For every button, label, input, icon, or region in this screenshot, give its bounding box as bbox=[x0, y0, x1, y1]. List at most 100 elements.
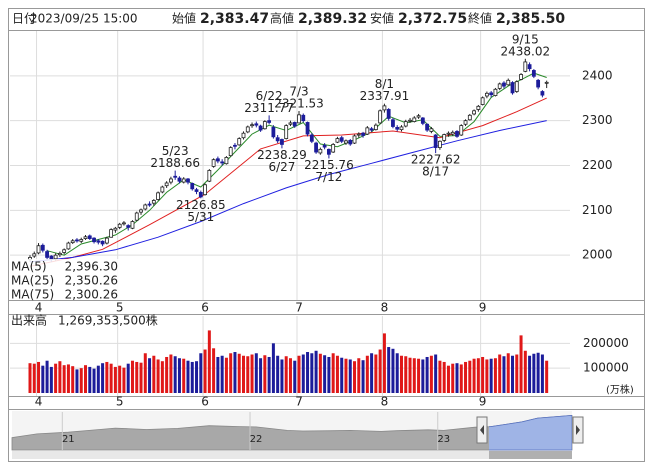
candle-body bbox=[45, 251, 49, 258]
candle-body bbox=[258, 125, 263, 131]
annotation-value: 2126.85 bbox=[176, 198, 226, 212]
volume-bar bbox=[293, 360, 297, 393]
candle-body bbox=[147, 203, 152, 206]
volume-bar bbox=[370, 353, 374, 393]
candle-body bbox=[117, 223, 122, 228]
volume-bar bbox=[182, 358, 186, 393]
candle-body bbox=[527, 64, 532, 70]
candle-body bbox=[70, 240, 75, 244]
volume-bar bbox=[506, 353, 510, 393]
candle-body bbox=[540, 91, 545, 96]
volume-bar bbox=[515, 354, 519, 393]
candle-body bbox=[245, 126, 250, 133]
candle-body bbox=[280, 139, 284, 145]
candle-body bbox=[75, 239, 79, 242]
volume-bar bbox=[28, 363, 32, 393]
handle-arrow bbox=[576, 425, 580, 435]
volume-bar bbox=[365, 355, 369, 393]
candle-body bbox=[233, 144, 237, 147]
volume-bar bbox=[318, 353, 322, 393]
volume-bar bbox=[464, 361, 468, 393]
volume-bar bbox=[297, 355, 301, 393]
volume-bar bbox=[335, 355, 339, 393]
field-label: 安値 bbox=[370, 11, 394, 26]
candle-body bbox=[450, 131, 455, 135]
volume-bar bbox=[246, 356, 250, 393]
volume-bar bbox=[306, 352, 310, 393]
volume-bar bbox=[139, 362, 143, 393]
volume-bar bbox=[502, 356, 506, 393]
volume-bar bbox=[442, 361, 446, 393]
y-tick-label: 200000 bbox=[583, 336, 629, 350]
candle-body bbox=[442, 134, 447, 141]
volume-bar bbox=[310, 353, 314, 393]
candle-body bbox=[510, 82, 515, 94]
candle-body bbox=[309, 134, 314, 142]
volume-bar bbox=[263, 355, 267, 393]
annotation-value: 2438.02 bbox=[501, 44, 551, 58]
scrollbar[interactable] bbox=[12, 451, 572, 459]
candle-body bbox=[36, 245, 41, 254]
candle-body bbox=[228, 147, 233, 157]
candle-body bbox=[288, 122, 293, 125]
x-tick-label: 4 bbox=[35, 395, 43, 409]
volume-bar bbox=[254, 353, 258, 393]
annotation-date: 8/1 bbox=[375, 77, 394, 91]
candle-body bbox=[160, 186, 165, 193]
scroll-thumb[interactable] bbox=[489, 451, 572, 459]
y-tick-label: 2000 bbox=[582, 248, 613, 262]
x-tick-label: 4 bbox=[35, 301, 43, 315]
volume-bar bbox=[126, 363, 130, 393]
volume-bar bbox=[382, 333, 386, 393]
candle-body bbox=[194, 189, 199, 192]
volume-bar bbox=[229, 353, 233, 393]
y-tick-label: 2400 bbox=[582, 68, 613, 82]
y-tick-label: 2200 bbox=[582, 158, 613, 172]
volume-bar bbox=[528, 355, 532, 393]
volume-bar bbox=[143, 353, 147, 393]
candle-body bbox=[198, 191, 203, 198]
annotation-value: 2238.29 bbox=[257, 148, 307, 162]
x-tick-label: 9 bbox=[479, 395, 487, 409]
volume-bar bbox=[242, 355, 245, 393]
candle-body bbox=[241, 132, 246, 139]
volume-bar bbox=[348, 359, 352, 393]
candle-body bbox=[339, 137, 344, 142]
candle-body bbox=[391, 119, 395, 127]
volume-bar bbox=[446, 365, 450, 393]
annotation-date: 8/17 bbox=[422, 165, 449, 179]
candle-body bbox=[408, 119, 412, 122]
candle-body bbox=[412, 117, 417, 122]
candle-body bbox=[169, 178, 173, 183]
candle-body bbox=[429, 128, 434, 132]
x-tick-label: 5 bbox=[116, 301, 124, 315]
volume-bar bbox=[361, 360, 365, 393]
ma-line bbox=[29, 120, 547, 263]
volume-bar bbox=[207, 330, 211, 393]
volume-bar bbox=[481, 356, 485, 393]
candle-body bbox=[365, 127, 370, 135]
candle-body bbox=[284, 125, 289, 140]
candle-body bbox=[416, 115, 421, 118]
volume-bar bbox=[545, 360, 549, 393]
volume-bar bbox=[195, 361, 199, 393]
annotation-date: 7/12 bbox=[315, 170, 342, 184]
volume-bar bbox=[536, 352, 540, 393]
candle-body bbox=[536, 79, 541, 88]
candle-body bbox=[335, 138, 340, 143]
volume-bar bbox=[378, 349, 382, 393]
volume-bar bbox=[152, 355, 156, 393]
candle-body bbox=[369, 128, 374, 131]
volume-bar bbox=[237, 353, 241, 393]
field-value: 2023/09/25 15:00 bbox=[30, 12, 138, 26]
volume-bar bbox=[250, 354, 254, 393]
navigator-selected-area bbox=[489, 414, 572, 451]
volume-bar bbox=[387, 347, 391, 393]
candle-body bbox=[220, 161, 225, 164]
volume-bar bbox=[301, 354, 305, 393]
candle-body bbox=[314, 142, 318, 153]
volume-bar bbox=[190, 361, 194, 393]
annotation-value: 2227.62 bbox=[411, 153, 461, 167]
volume-bar bbox=[468, 360, 472, 393]
volume-bar bbox=[323, 355, 327, 393]
